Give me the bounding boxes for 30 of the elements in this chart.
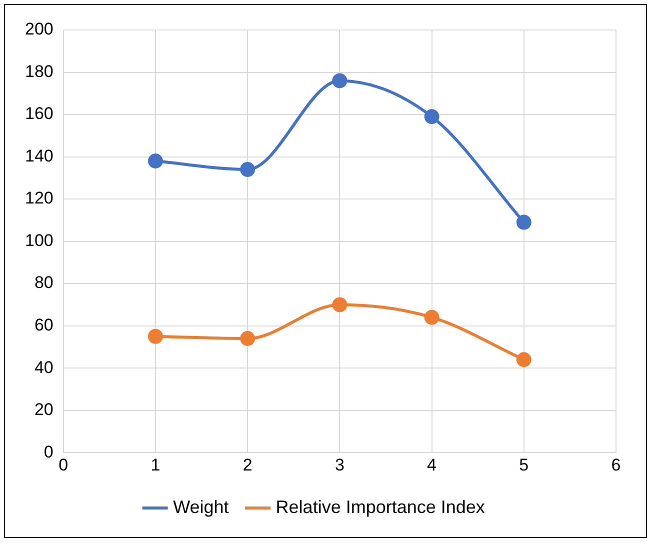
x-tick-label: 1	[150, 455, 160, 474]
y-tick-label: 120	[24, 188, 54, 208]
y-tick-label: 200	[24, 20, 54, 39]
point	[148, 154, 163, 169]
y-tick-label: 180	[24, 62, 54, 81]
point	[332, 297, 348, 312]
x-tick-label: 3	[334, 455, 344, 474]
point	[424, 310, 440, 325]
y-tick-label: 160	[24, 104, 54, 124]
x-tick-label: 2	[242, 455, 252, 474]
y-tick-label: 0	[44, 442, 54, 462]
y-tick-label: 40	[34, 358, 54, 377]
point	[516, 352, 532, 368]
point	[424, 109, 440, 124]
legend-label: Relative Importance Index	[276, 496, 485, 517]
y-tick-label: 140	[24, 146, 54, 166]
x-tick-label: 0	[58, 455, 68, 474]
y-tick-label: 100	[24, 230, 54, 250]
legend-label: Weight	[173, 496, 229, 517]
point	[240, 162, 256, 177]
y-tick-label: 60	[34, 316, 54, 335]
point	[240, 331, 256, 346]
point	[148, 328, 163, 344]
x-tick-label: 5	[519, 455, 529, 474]
y-tick-label: 80	[34, 273, 54, 292]
y-tick-label: 20	[34, 400, 54, 420]
x-tick-label: 6	[611, 455, 621, 474]
point	[516, 214, 532, 230]
x-tick-label: 4	[427, 455, 437, 474]
point	[332, 73, 348, 88]
